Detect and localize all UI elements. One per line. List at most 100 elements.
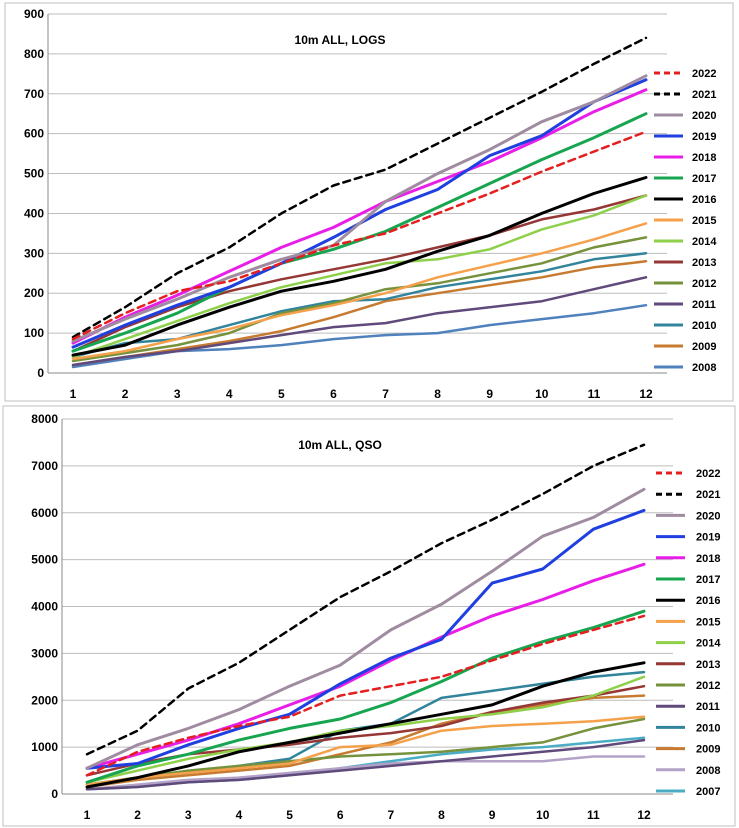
qso-y-tick-label: 8000: [31, 412, 58, 426]
qso-x-tick-label: 10: [536, 808, 550, 822]
qso-legend-label-2018: 2018: [696, 553, 720, 565]
logs-x-tick-label: 6: [330, 387, 337, 401]
logs-y-tick-label: 400: [24, 206, 44, 220]
logs-series-line-2021: [71, 36, 648, 339]
logs-chart-frame: [4, 2, 734, 402]
logs-y-tick-label: 800: [24, 47, 44, 61]
qso-series-line-2017: [85, 609, 646, 784]
qso-y-tick-label: 4000: [31, 600, 58, 614]
qso-x-tick-label: 6: [337, 808, 344, 822]
logs-y-tick-label: 0: [37, 366, 44, 380]
qso-chart-panel: 0 1000 2000 3000 4000 5000 6000 7000 8000 1 2 3 4 5 6 7…: [0, 404, 739, 828]
logs-series-line-2009: [71, 260, 648, 367]
logs-legend-label-2016: 2016: [692, 194, 716, 206]
logs-x-tick-label: 3: [174, 387, 181, 401]
logs-y-tick-label: 900: [24, 7, 44, 21]
qso-legend-label-2014: 2014: [696, 638, 721, 650]
qso-x-tick-label: 4: [236, 808, 243, 822]
qso-y-tick-label: 7000: [31, 459, 58, 473]
logs-series-line-2012: [71, 236, 648, 363]
logs-legend-label-2011: 2011: [692, 299, 716, 311]
logs-x-tick-label: 4: [226, 387, 233, 401]
logs-x-tick-label: 9: [486, 387, 493, 401]
qso-chart-title: 10m ALL, QSO: [298, 438, 382, 452]
qso-series-line-2019: [85, 508, 646, 770]
qso-legend-label-2016: 2016: [696, 595, 720, 607]
qso-legend-label-2017: 2017: [696, 574, 720, 586]
logs-x-tick-label: 5: [278, 387, 285, 401]
logs-legend-label-2012: 2012: [692, 278, 716, 290]
qso-series-line-2008: [85, 755, 646, 791]
qso-series-line-2018: [85, 562, 646, 770]
qso-legend-label-2013: 2013: [696, 659, 720, 671]
logs-legend-label-2013: 2013: [692, 257, 716, 269]
qso-x-tick-label: 12: [637, 808, 651, 822]
qso-x-tick-label: 8: [438, 808, 445, 822]
qso-y-tick-label: 0: [51, 787, 58, 801]
qso-legend-label-2019: 2019: [696, 532, 720, 544]
logs-legend-label-2019: 2019: [692, 131, 716, 143]
logs-series-line-2022: [71, 130, 648, 341]
logs-x-tick-label: 7: [382, 387, 389, 401]
qso-legend-label-2021: 2021: [696, 489, 720, 501]
qso-legend-label-2022: 2022: [696, 468, 720, 480]
qso-x-tick-label: 3: [185, 808, 192, 822]
logs-y-tick-label: 600: [24, 127, 44, 141]
logs-series-line-2020: [71, 74, 648, 343]
logs-y-tick-label: 500: [24, 167, 44, 181]
qso-legend-label-2007: 2007: [696, 786, 720, 798]
logs-x-tick-label: 11: [588, 387, 601, 401]
qso-x-tick-label: 11: [587, 808, 600, 822]
qso-legend-label-2010: 2010: [696, 722, 720, 734]
qso-x-tick-label: 7: [387, 808, 394, 822]
logs-legend-label-2010: 2010: [692, 320, 716, 332]
qso-y-tick-label: 5000: [31, 553, 58, 567]
logs-x-tick-label: 2: [122, 387, 129, 401]
qso-series-line-2022: [85, 614, 646, 777]
logs-series-line-2016: [71, 176, 648, 357]
qso-x-tick-label: 9: [489, 808, 496, 822]
logs-x-tick-label: 8: [434, 387, 441, 401]
qso-y-tick-label: 1000: [31, 740, 58, 754]
qso-series-line-2012: [85, 717, 646, 786]
qso-y-tick-label: 6000: [31, 506, 58, 520]
logs-legend-label-2020: 2020: [692, 110, 716, 122]
logs-series-line-2013: [71, 194, 648, 353]
logs-y-tick-label: 100: [24, 326, 44, 340]
logs-legend-label-2017: 2017: [692, 173, 716, 185]
qso-legend-label-2009: 2009: [696, 744, 720, 756]
qso-series-line-2020: [85, 487, 646, 770]
logs-series-line-2015: [71, 222, 648, 361]
logs-chart-title: 10m ALL, LOGS: [295, 33, 386, 47]
qso-x-tick-label: 2: [134, 808, 141, 822]
qso-x-tick-label: 1: [84, 808, 91, 822]
logs-x-tick-label: 12: [639, 387, 653, 401]
logs-chart-panel: 0 100 200 300 400 500 600 700 800 900 1 2 3 4 5 6 7 8 9 10 1…: [0, 0, 739, 404]
logs-y-tick-label: 700: [24, 87, 44, 101]
qso-legend-label-2015: 2015: [696, 616, 720, 628]
logs-legend-label-2008: 2008: [692, 362, 716, 374]
logs-series-line-2018: [71, 88, 648, 345]
logs-legend-label-2015: 2015: [692, 215, 716, 227]
qso-series-line-2011: [85, 738, 646, 791]
qso-series-line-2021: [85, 443, 646, 756]
logs-legend-label-2014: 2014: [692, 236, 717, 248]
logs-legend-label-2021: 2021: [692, 89, 716, 101]
qso-series-line-2016: [85, 661, 646, 789]
qso-legend-label-2020: 2020: [696, 510, 720, 522]
logs-legend-label-2022: 2022: [692, 68, 716, 80]
logs-legend-label-2009: 2009: [692, 341, 716, 353]
qso-legend-label-2012: 2012: [696, 680, 720, 692]
logs-series-line-2014: [71, 194, 648, 359]
logs-y-tick-label: 200: [24, 286, 44, 300]
qso-series-line-2009: [85, 694, 646, 789]
qso-x-tick-label: 5: [286, 808, 293, 822]
qso-legend-label-2011: 2011: [696, 701, 720, 713]
qso-y-tick-label: 2000: [31, 693, 58, 707]
qso-y-tick-label: 3000: [31, 646, 58, 660]
logs-x-tick-label: 10: [535, 387, 549, 401]
logs-x-tick-label: 1: [70, 387, 77, 401]
qso-legend-label-2008: 2008: [696, 765, 720, 777]
